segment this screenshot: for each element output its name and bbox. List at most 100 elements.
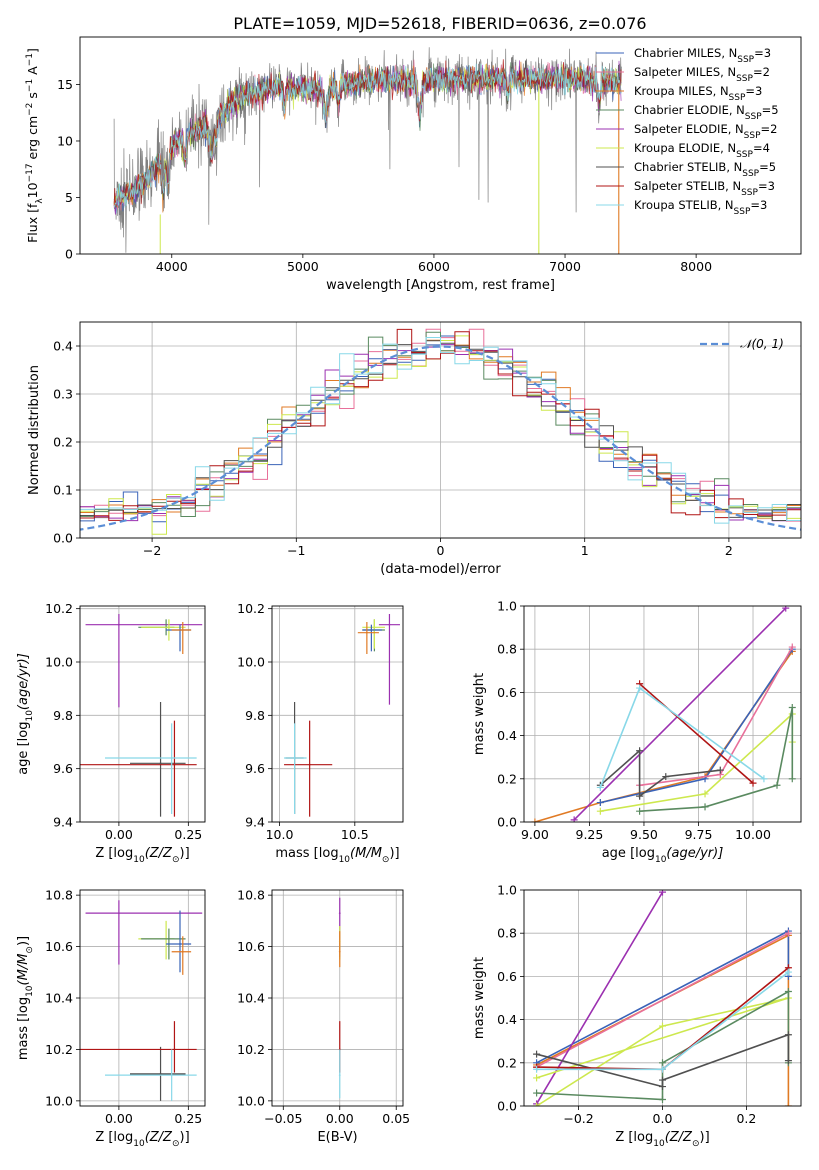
y-tick-label: 0.4 [53,339,73,354]
x-tick-label: 0.00 [326,1111,354,1126]
x-tick-label: 4000 [156,259,188,274]
mass-weight-marker [636,747,644,755]
mass-weight-marker [533,1102,541,1106]
label-fragment: =2 [761,122,778,136]
model-spectrum-line [113,63,622,209]
y-tick-label: 1.0 [497,599,517,614]
figure-title: PLATE=1059, MJD=52618, FIBERID=0636, z=0… [233,14,646,33]
x-tick-label: 0.00 [105,827,133,842]
y-tick-label: 0.2 [53,435,73,450]
y-tick-label: 0.1 [53,483,73,498]
label-fragment: Kroupa MILES, N [634,84,729,98]
x-tick-label: 0.0 [653,1111,673,1126]
label-fragment: −1 [25,53,35,66]
data-point [117,623,120,626]
data-point [388,623,391,626]
mass-weight-marker [659,1065,666,1073]
label-fragment: )] [700,1130,710,1145]
y-axis-label: mass [log10(M/M⊙)] [16,936,35,1060]
mass-weight-series-line [639,683,754,784]
label-fragment: SSP [736,150,753,160]
data-point [167,937,170,940]
x-tick-label: 9.00 [521,827,549,842]
x-axis-label: mass [log10(M/M⊙)] [275,846,399,865]
y-tick-label: 9.4 [245,815,265,830]
label-fragment: Chabrier ELODIE, N [634,103,745,117]
label-fragment: 10 [133,1139,145,1149]
data-point [173,1048,176,1051]
plot-area [531,606,796,822]
label-fragment: Chabrier MILES, N [634,46,737,60]
label-fragment: Kroupa STELIB, N [634,198,734,212]
x-tick-label: −0.2 [563,1111,593,1126]
mass-weight-marker [784,1031,792,1039]
label-fragment: =5 [759,160,776,174]
data-point [179,943,181,945]
y-axis-label: Normed distribution [27,365,42,495]
label-fragment: ⊙ [172,855,180,865]
x-tick-label: 9.75 [685,827,713,842]
mass-weight-marker [782,606,790,612]
x-axis-label: Z [log10(Z/Z⊙)] [95,846,189,865]
data-point [117,912,120,915]
y-tick-label: 10.8 [237,888,265,903]
y-tick-label: 0.8 [497,926,517,941]
panel-mass-weight-vs-age: 9.00 9.25 9.50 9.75 10.00 0.0 0.2 0.4 0.6 0.8 1.0 a… [472,599,802,865]
label-fragment: (age/yr)] [16,653,31,710]
x-tick-label: 1 [581,543,589,558]
y-tick-label: 10.2 [45,1042,73,1057]
x-tick-label: 10.00 [735,827,771,842]
label-fragment: 10 [653,1139,665,1149]
x-tick-label: −2 [143,543,161,558]
y-tick-label: 9.6 [245,761,265,776]
y-tick-label: 9.8 [245,708,265,723]
data-point [338,950,341,953]
label-fragment: (age/yr)] [666,846,723,861]
label-fragment: (Z/Z [665,1130,693,1145]
mass-weight-marker [784,1057,792,1065]
panel-residuals: −2 −1 0 1 2 0.0 0.1 0.2 0.3 0.4 (data-model)/error… [27,321,802,577]
label-fragment: SSP [742,169,759,179]
label-fragment: Flux [f [25,203,40,243]
label-fragment: )] [180,1130,190,1145]
y-tick-label: 10 [57,133,73,148]
axes-frame [523,605,802,823]
label-fragment: −2 [25,103,35,116]
label-fragment: )] [16,936,31,946]
mass-weight-marker [773,781,781,789]
label-fragment: s [25,92,40,103]
data-point [308,763,311,766]
data-point [159,762,162,765]
normal-reference-curve [80,345,801,531]
label-fragment: Chabrier STELIB, N [634,160,742,174]
label-fragment: ⊙ [172,1139,180,1149]
label-fragment: =4 [753,141,770,155]
label-fragment: erg cm [25,116,40,164]
y-axis-label: mass weight [472,673,487,755]
data-point [373,626,376,629]
y-tick-label: 0.6 [497,969,517,984]
data-point [167,626,170,629]
mass-weight-marker [570,816,578,822]
data-point [365,631,368,634]
mass-weight-marker [788,704,796,712]
data-point [370,629,373,631]
label-fragment: 10 [25,182,40,198]
legend-entry: Kroupa STELIB, NSSP=3 [634,198,767,217]
mass-weight-marker [662,773,670,781]
label-fragment: SSP [734,207,751,217]
x-tick-label: 10.0 [266,827,294,842]
plot-area [80,900,203,1101]
label-fragment: )] [180,846,190,861]
label-fragment: )] [389,846,399,861]
label-fragment: −1 [25,79,35,92]
x-tick-label: 8000 [680,259,712,274]
y-tick-label: 0 [65,247,73,262]
label-fragment: (M/M [350,846,382,861]
axes-frame [79,36,802,255]
mass-weight-marker [659,1022,666,1030]
legend-entry: 𝒩(0, 1) [740,337,784,351]
label-fragment: SSP [736,74,753,84]
mass-weight-marker [659,1076,666,1084]
